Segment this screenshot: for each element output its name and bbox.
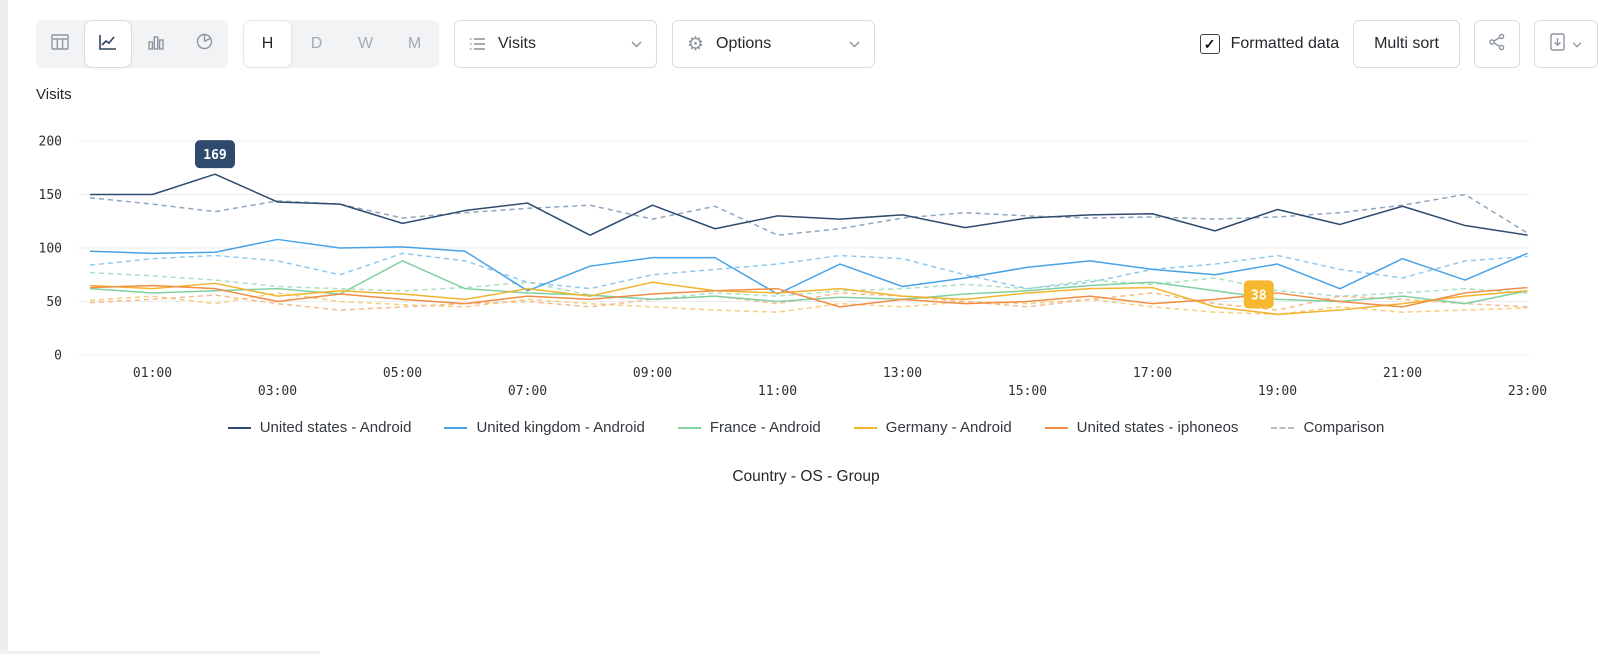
- series-line-united-states-android[interactable]: [90, 173, 1528, 236]
- export-file-icon: [1550, 32, 1565, 56]
- value-tooltip-box: [1243, 280, 1274, 309]
- pie-chart-view-button[interactable]: [180, 20, 228, 68]
- chart-legend: United states - Android United kingdom - …: [0, 419, 1612, 436]
- x-tick-label: 11:00: [758, 384, 797, 399]
- series-line-united-kingdom-android[interactable]: [89, 238, 1528, 295]
- page-edge-strip: [0, 0, 8, 654]
- value-tooltip-text: 38: [1251, 288, 1267, 303]
- legend-item[interactable]: Germany - Android: [853, 419, 1012, 436]
- x-tick-label: 01:00: [133, 366, 172, 381]
- value-tooltip-text: 169: [203, 148, 226, 163]
- chevron-down-icon: [849, 40, 860, 48]
- legend-label: Comparison: [1303, 419, 1385, 436]
- x-tick-label: 03:00: [258, 384, 297, 399]
- x-tick-label: 13:00: [883, 366, 922, 381]
- gear-icon: ⚙: [687, 33, 705, 55]
- view-switcher: [36, 20, 228, 68]
- legend-item[interactable]: Comparison: [1271, 419, 1384, 436]
- legend-item[interactable]: United kingdom - Android: [444, 419, 645, 436]
- x-tick-label: 19:00: [1258, 384, 1297, 399]
- series-line-comparison-united-kingdom-android-[interactable]: [89, 252, 1528, 290]
- value-tooltip-box: [195, 140, 235, 169]
- granularity-h-button[interactable]: H: [243, 20, 292, 68]
- legend-item[interactable]: France - Android: [677, 419, 821, 436]
- options-dropdown-label: Options: [716, 35, 772, 52]
- x-tick-label: 21:00: [1383, 366, 1422, 381]
- legend-label: United kingdom - Android: [476, 419, 645, 436]
- metric-dropdown-label: Visits: [498, 35, 536, 52]
- line-chart-view-button[interactable]: [84, 20, 132, 68]
- y-tick-label: 200: [39, 135, 62, 150]
- legend-item[interactable]: United states - Android: [227, 419, 412, 436]
- legend-swatch: [227, 426, 251, 429]
- options-dropdown[interactable]: ⚙ Options: [672, 20, 875, 68]
- bar-chart-view-button[interactable]: [132, 20, 180, 68]
- chart-footer-label: Country - OS - Group: [732, 468, 880, 485]
- chevron-down-icon: [1572, 35, 1582, 53]
- series-line-comparison-united-states-android-[interactable]: [89, 193, 1528, 236]
- x-tick-label: 15:00: [1008, 384, 1047, 399]
- table-icon: [51, 33, 69, 55]
- share-icon: [1488, 33, 1506, 56]
- value-tooltip: 38: [1243, 280, 1274, 309]
- legend-swatch: [1044, 426, 1068, 429]
- series-line-comparison-france-android-[interactable]: [89, 271, 1528, 301]
- x-tick-label: 17:00: [1133, 366, 1172, 381]
- y-axis-title: Visits: [36, 86, 72, 103]
- granularity-d-button[interactable]: D: [310, 35, 323, 52]
- list-icon: [469, 37, 486, 51]
- y-tick-label: 0: [54, 349, 62, 364]
- legend-swatch: [1271, 426, 1295, 429]
- legend-swatch: [853, 426, 877, 429]
- pie-chart-icon: [196, 33, 213, 55]
- formatted-data-checkbox[interactable]: ✓: [1199, 34, 1220, 54]
- table-view-button[interactable]: [36, 20, 84, 68]
- legend-label: United states - Android: [259, 419, 412, 436]
- legend-item[interactable]: United states - iphoneos: [1044, 419, 1239, 436]
- toolbar-right-cluster: ✓ Formatted data Multi sort: [1199, 20, 1598, 68]
- multi-sort-button[interactable]: Multi sort: [1353, 20, 1460, 68]
- visits-line-chart: 0 50 100 150 200 01:00 03:00 05:00 07:00 09:00 11:…: [39, 135, 1548, 400]
- legend-label: United states - iphoneos: [1076, 419, 1239, 436]
- x-tick-label: 07:00: [508, 384, 547, 399]
- chevron-down-icon: [631, 40, 642, 48]
- series-line-comparison-germany-android-[interactable]: [89, 292, 1528, 316]
- export-button[interactable]: [1534, 20, 1598, 68]
- y-tick-label: 50: [46, 295, 62, 310]
- metric-dropdown[interactable]: Visits: [454, 20, 657, 68]
- granularity-w-button[interactable]: W: [357, 35, 374, 52]
- legend-swatch: [444, 426, 468, 429]
- value-tooltip: 169: [195, 140, 235, 169]
- share-button[interactable]: [1474, 20, 1520, 68]
- series-line-germany-android[interactable]: [89, 281, 1528, 316]
- formatted-data-label: Formatted data: [1230, 35, 1340, 52]
- x-tick-label: 05:00: [383, 366, 422, 381]
- page-bottom-strip: [0, 651, 320, 654]
- granularity-m-button[interactable]: M: [407, 35, 422, 52]
- y-tick-label: 150: [39, 188, 62, 203]
- series-line-united-states-iphoneos[interactable]: [89, 284, 1528, 308]
- x-tick-label: 23:00: [1508, 384, 1547, 399]
- legend-swatch: [677, 426, 701, 429]
- y-tick-label: 100: [39, 242, 62, 257]
- series-line-france-android[interactable]: [89, 260, 1528, 305]
- x-tick-label: 09:00: [633, 366, 672, 381]
- line-chart-icon: [99, 34, 117, 55]
- legend-label: Germany - Android: [885, 419, 1012, 436]
- legend-label: France - Android: [709, 419, 821, 436]
- multi-sort-label: Multi sort: [1374, 35, 1439, 52]
- bar-chart-icon: [148, 34, 164, 55]
